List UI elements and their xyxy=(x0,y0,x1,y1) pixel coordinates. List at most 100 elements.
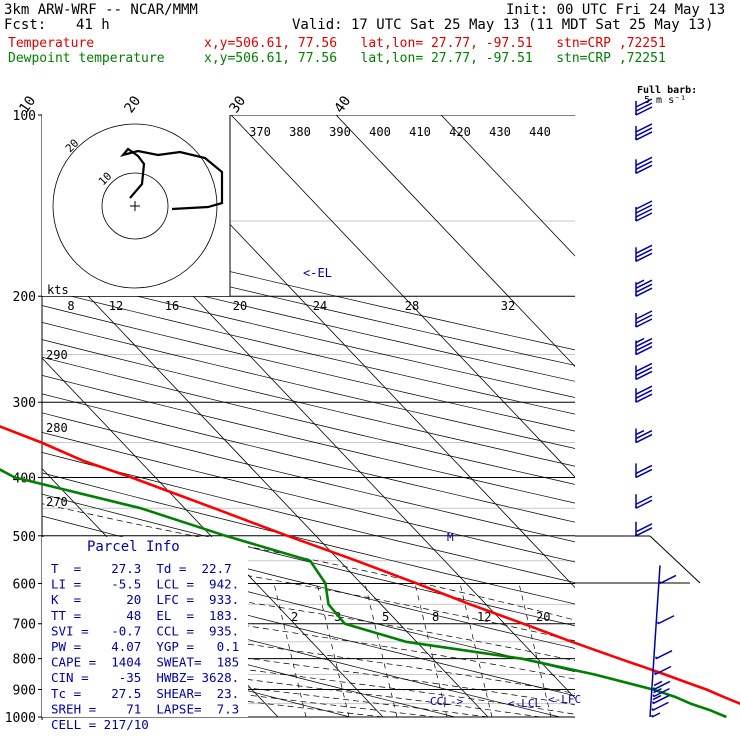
dry-adiabat-line xyxy=(42,585,560,718)
theta-label: 400 xyxy=(369,125,391,139)
pressure-tick-label: 300 xyxy=(13,396,36,411)
valid-time: Valid: 17 UTC Sat 25 May 13 (11 MDT Sat … xyxy=(292,17,714,33)
isotherm-line xyxy=(440,115,575,257)
wind-barb-full xyxy=(635,362,653,373)
parcel-info-row: T = 27.3 Td = 22.7 xyxy=(51,561,232,576)
wind-barb-full xyxy=(635,366,653,377)
mixing-ratio-line xyxy=(364,583,398,718)
wind-barb-full xyxy=(635,98,653,108)
dry-adiabat-line xyxy=(42,472,575,605)
forecast-label: Fcst: xyxy=(4,17,47,33)
mixing-ratio-line xyxy=(273,583,307,718)
wind-barb xyxy=(652,687,670,698)
parcel-info-row: CIN = -35 HWBZ= 3628. xyxy=(51,670,239,685)
parcel-info-row: CELL = 217/10 xyxy=(51,717,149,732)
hodograph-speed-label: 8 xyxy=(67,299,74,313)
wind-barb-full xyxy=(635,160,653,171)
wind-barb-full xyxy=(635,164,653,175)
isotherm-line xyxy=(42,357,384,718)
mixing-ratio-label: 2 xyxy=(291,610,298,624)
moist-adiabat-line xyxy=(42,651,541,718)
plot-area xyxy=(42,115,575,718)
wind-barb xyxy=(635,337,653,356)
dewpoint-legend-info: x,y=506.61, 77.56 lat,lon= 27.77, -97.51… xyxy=(204,51,666,66)
mixing-ratio-line xyxy=(316,583,350,718)
hodograph-speed-label: 12 xyxy=(109,299,123,313)
pressure-tick-label: 500 xyxy=(13,530,36,545)
wind-barb-full xyxy=(635,464,653,475)
wind-barb-full xyxy=(653,687,670,698)
wind-barb xyxy=(635,310,653,328)
mixing-ratio-label: 5 xyxy=(382,610,389,624)
wind-barb-full xyxy=(635,106,653,116)
wind-barb xyxy=(652,694,670,705)
theta-left-label: 280 xyxy=(46,421,68,435)
hodograph-trace xyxy=(119,147,224,211)
dewpoint-legend-name: Dewpoint temperature xyxy=(8,51,165,66)
wind-barb-full xyxy=(635,345,653,356)
wind-barb-full xyxy=(635,527,653,537)
wind-barb xyxy=(657,615,675,625)
parcel-info-title: Parcel Info xyxy=(87,539,180,555)
wind-barb-half xyxy=(653,687,662,694)
wind-barb-full xyxy=(655,649,673,660)
dry-adiabat-line xyxy=(42,561,575,697)
wind-barb-full xyxy=(654,665,672,676)
pressure-tick-label: 700 xyxy=(13,618,36,633)
wind-barb-full xyxy=(635,495,653,505)
wind-barb-full xyxy=(635,248,653,258)
wind-barb-full xyxy=(635,102,653,112)
wind-barb-full xyxy=(635,393,653,403)
hodograph-speed-label: 32 xyxy=(501,299,515,313)
hodograph-ring-inner xyxy=(101,172,169,240)
temperature-profile xyxy=(0,425,740,706)
wind-barb-half xyxy=(635,429,645,436)
dry-adiabat-line xyxy=(42,431,575,563)
wind-barb xyxy=(635,494,653,509)
dewpoint-profile xyxy=(0,468,727,719)
isotherm-line xyxy=(42,246,489,718)
wind-barb xyxy=(635,521,653,537)
theta-label: 390 xyxy=(329,125,351,139)
parcel-info-panel xyxy=(42,537,248,717)
wind-barb-full xyxy=(659,574,677,585)
isotherm-label: 10 xyxy=(16,93,39,116)
wind-barb xyxy=(653,680,671,691)
lfc-marker-label: <-LFC xyxy=(548,693,581,706)
wind-barb-full xyxy=(635,127,653,137)
pressure-tick-label: 1000 xyxy=(5,711,36,726)
dry-adiabat-line xyxy=(42,241,575,366)
wind-barb xyxy=(651,701,669,712)
temperature-legend-name: Temperature xyxy=(8,36,95,51)
wind-barb-full xyxy=(635,341,653,352)
wind-barb-full xyxy=(635,279,653,289)
parcel-info-row: TT = 48 EL = 183. xyxy=(51,608,239,623)
lcl-marker-label: <-LCL xyxy=(508,697,541,710)
wind-barb-half xyxy=(635,279,645,285)
pressure-tick-label: 200 xyxy=(13,290,36,305)
parcel-info-row: PW = 4.07 YGP = 0.1 xyxy=(51,639,239,654)
wind-barb xyxy=(654,665,672,676)
mixing-ratio-label: 12 xyxy=(477,610,491,624)
wind-barb-full xyxy=(635,429,653,440)
isotherm-label: 30 xyxy=(226,93,249,116)
moist-adiabat-line xyxy=(42,641,575,715)
parcel-info-row: CAPE = 1404 SWEAT= 185 xyxy=(51,655,239,670)
wind-barb-full xyxy=(635,287,653,297)
wind-barb-full xyxy=(635,123,653,133)
wind-barb-full xyxy=(635,468,653,479)
wind-barb-full xyxy=(653,680,671,691)
wind-barb xyxy=(651,712,661,718)
wind-barb-half xyxy=(652,694,662,701)
model-title: 3km ARW-WRF -- NCAR/MMM xyxy=(4,2,198,18)
dry-adiabat-line xyxy=(42,321,575,449)
wind-barb-full xyxy=(635,212,653,222)
dry-adiabat-line xyxy=(42,452,575,584)
wind-barb-full xyxy=(635,499,653,509)
dry-adiabat-line xyxy=(42,272,575,398)
wind-barb xyxy=(635,279,653,297)
parcel-info-row: SREH = 71 LAPSE= 7.3 xyxy=(51,701,239,716)
theta-left-label: 290 xyxy=(46,348,68,362)
